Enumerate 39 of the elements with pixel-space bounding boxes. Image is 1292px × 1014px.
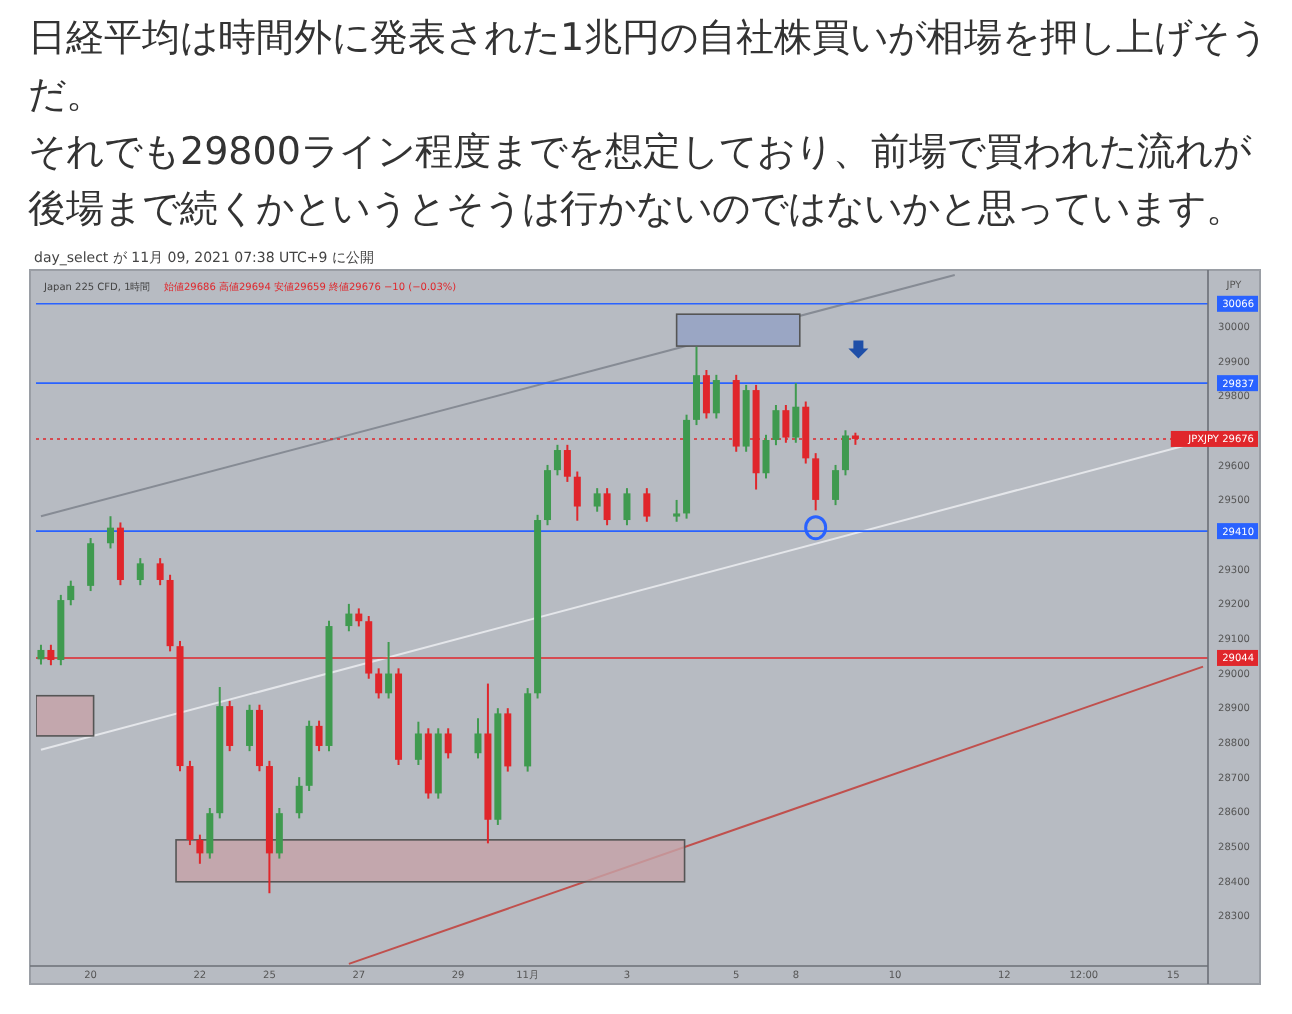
candlestick: [275, 806, 283, 860]
candlestick: [772, 403, 780, 447]
candlestick: [792, 382, 800, 444]
candlestick: [702, 368, 710, 420]
candlestick: [841, 429, 849, 477]
candlestick: [474, 717, 482, 760]
candlestick: [156, 557, 164, 587]
chart-subtitle: それでも29800ライン程度までを想定しており、前場で買われた流れが後場まで続くかというとそうは行かないのではないかと思っています。: [28, 130, 1253, 231]
candlestick: [444, 727, 452, 760]
candlestick: [692, 345, 700, 427]
candlestick: [37, 643, 45, 666]
candlestick: [246, 703, 254, 753]
candlestick: [762, 433, 770, 480]
candlestick: [87, 537, 95, 593]
candlestick: [226, 699, 234, 753]
candlestick: [375, 667, 383, 700]
chart-title: 日経平均は時間外に発表された1兆円の自社株買いが相場を押し上げそうだ。: [28, 16, 1269, 117]
candlestick: [603, 487, 611, 527]
candlestick: [295, 776, 303, 820]
candlestick: [355, 607, 363, 628]
candlestick: [553, 443, 561, 477]
candlestick: [623, 487, 631, 527]
candlestick: [136, 557, 144, 587]
candlestick: [712, 373, 720, 420]
candlestick: [563, 443, 571, 483]
candlestick: [67, 579, 75, 607]
candlestick: [315, 719, 323, 753]
candlestick: [643, 487, 651, 523]
candlestick: [573, 470, 581, 522]
candlestick: [196, 833, 204, 865]
candlestick: [385, 641, 393, 700]
candlestick: [345, 602, 353, 633]
candlestick: [673, 498, 681, 523]
candlestick: [812, 452, 820, 512]
candlestick: [414, 720, 422, 767]
candlestick: [106, 515, 114, 550]
candlestick: [832, 463, 840, 507]
candlestick: [206, 806, 214, 860]
candlestick: [593, 487, 601, 513]
